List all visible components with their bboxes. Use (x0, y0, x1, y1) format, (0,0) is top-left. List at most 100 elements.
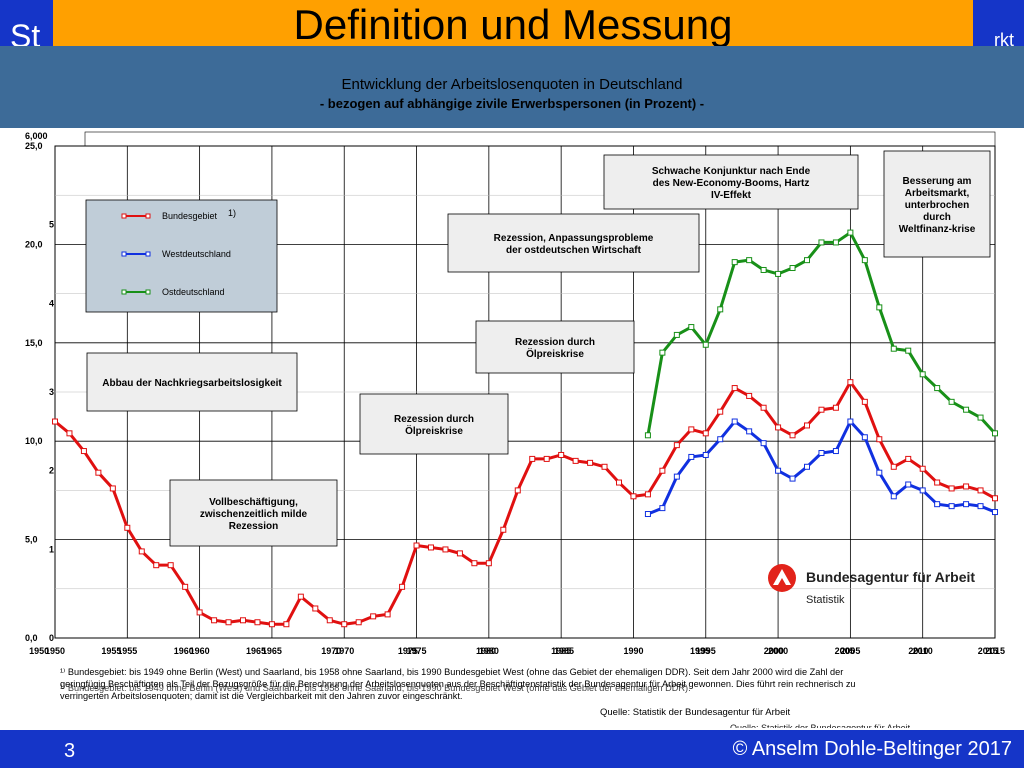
x-tick-label: 1995 (696, 646, 716, 656)
data-point-ostdeutschland (731, 259, 738, 266)
y-tick-label: 20,0 (25, 239, 43, 249)
data-point-bundesgebiet (977, 487, 984, 494)
annotation-text: Rezession, Anpassungsprobleme (494, 233, 654, 244)
data-point-ostdeutschland (688, 324, 695, 331)
overlap-y-tick-label: 1 (49, 544, 54, 554)
overlap-x-tick-label: 1985 (554, 646, 574, 656)
data-point-westdeutschland (731, 418, 738, 425)
data-point-bundesgebiet (428, 544, 434, 551)
overlap-x-tick-label: 1960 (174, 646, 194, 656)
data-point-ostdeutschland (977, 414, 984, 421)
overlap-x-tick-label: 1950 (29, 646, 49, 656)
overlap-y-tick-label: 5 (49, 220, 54, 230)
overlap-y-tick-label: 0 (49, 633, 54, 643)
data-point-bundesgebiet (644, 491, 651, 498)
legend-marker (145, 251, 151, 257)
overlap-x-tick-label: 1995 (690, 646, 710, 656)
data-point-bundesgebiet (471, 560, 478, 567)
data-point-bundesgebiet (789, 432, 796, 439)
data-point-ostdeutschland (992, 430, 998, 437)
annotation-text: Schwache Konjunktur nach Ende (652, 166, 811, 177)
data-point-bundesgebiet (746, 392, 753, 399)
data-point-westdeutschland (775, 467, 782, 474)
data-point-bundesgebiet (529, 455, 536, 462)
data-point-bundesgebiet (702, 430, 709, 437)
overlap-frame (84, 131, 996, 147)
x-tick-label: 1990 (623, 646, 643, 656)
data-point-bundesgebiet (572, 457, 579, 464)
data-point-ostdeutschland (659, 349, 666, 356)
overlap-y-tick-label: 6,000 (25, 131, 48, 141)
data-point-westdeutschland (992, 509, 998, 516)
data-point-bundesgebiet (124, 524, 131, 531)
annotation-text: Abbau der Nachkriegsarbeitslosigkeit (102, 378, 282, 389)
data-point-westdeutschland (702, 451, 709, 458)
copyright-text: © Anselm Dohle-Beltinger 2017 (732, 738, 1012, 760)
data-point-westdeutschland (746, 428, 753, 435)
agency-logo: Bundesagentur für Arbeit Statistik (768, 564, 975, 606)
footnote-text: geringfügig Beschäftigten als Teil der B… (60, 679, 856, 689)
y-tick-label: 10,0 (25, 436, 43, 446)
x-tick-label: 1965 (262, 646, 282, 656)
data-point-bundesgebiet (225, 619, 232, 626)
footnote-text: ¹⁾ Bundesgebiet: bis 1949 ohne Berlin (W… (60, 683, 691, 693)
data-point-westdeutschland (760, 440, 767, 447)
data-point-bundesgebiet (616, 479, 622, 486)
series-layer (52, 229, 998, 628)
unemployment-chart: Abbau der Nachkriegsarbeitslosigkeit Voll… (0, 128, 1024, 728)
annotation-text: Rezession (229, 521, 278, 532)
data-point-bundesgebiet (717, 408, 724, 415)
legend-marker (145, 213, 151, 219)
legend-footnote-marker: 1) (228, 208, 236, 218)
annotation-text: Arbeitsmarkt, (905, 188, 970, 199)
x-tick-label: 1980 (479, 646, 499, 656)
data-point-westdeutschland (789, 475, 796, 482)
data-point-bundesgebiet (587, 459, 594, 466)
annotation-box (475, 320, 635, 374)
data-point-westdeutschland (717, 436, 724, 443)
data-point-bundesgebiet (254, 619, 261, 626)
legend-marker (121, 251, 127, 257)
x-tick-label: 2005 (840, 646, 860, 656)
data-point-bundesgebiet (992, 495, 998, 502)
data-point-westdeutschland (861, 434, 868, 441)
x-tick-label: 1970 (334, 646, 354, 656)
overlap-x-tick-label: 1970 (321, 646, 341, 656)
data-point-westdeutschland (659, 505, 666, 512)
data-point-bundesgebiet (558, 451, 565, 458)
legend-label: Westdeutschland (162, 249, 231, 259)
annotation-text: zwischenzeitlich milde (200, 509, 308, 520)
x-tick-label: 2015 (985, 646, 1005, 656)
x-tick-label: 2000 (768, 646, 788, 656)
data-point-ostdeutschland (905, 347, 912, 354)
data-point-bundesgebiet (384, 611, 391, 618)
data-point-westdeutschland (919, 487, 926, 494)
overlap-x-tick-label: 2015 (978, 646, 998, 656)
annotation-box (86, 352, 298, 412)
data-point-bundesgebiet (52, 418, 58, 425)
data-point-bundesgebiet (659, 467, 666, 474)
legend-marker (145, 289, 151, 295)
data-point-westdeutschland (977, 503, 984, 510)
chart-title: Entwicklung der Arbeitslosenquoten in De… (341, 76, 683, 93)
data-point-ostdeutschland (746, 257, 753, 264)
annotation-box (169, 479, 338, 547)
data-point-ostdeutschland (832, 239, 839, 246)
data-point-bundesgebiet (876, 436, 883, 443)
data-point-bundesgebiet (934, 479, 941, 486)
footnote-background (55, 658, 995, 728)
annotation-text: Rezession durch (394, 414, 474, 425)
y-tick-label: 0,0 (25, 633, 38, 643)
data-point-bundesgebiet (456, 550, 463, 557)
data-point-bundesgebiet (370, 613, 377, 620)
data-point-ostdeutschland (847, 229, 854, 236)
x-tick-label: 2010 (913, 646, 933, 656)
x-tick-label: 1975 (407, 646, 427, 656)
data-point-bundesgebiet (182, 583, 189, 590)
x-tick-label: 1960 (190, 646, 210, 656)
overlap-x-tick-label: 2000 (764, 646, 784, 656)
data-point-westdeutschland (644, 511, 651, 518)
annotation-text: unterbrochen (905, 200, 969, 211)
data-point-bundesgebiet (95, 469, 102, 476)
